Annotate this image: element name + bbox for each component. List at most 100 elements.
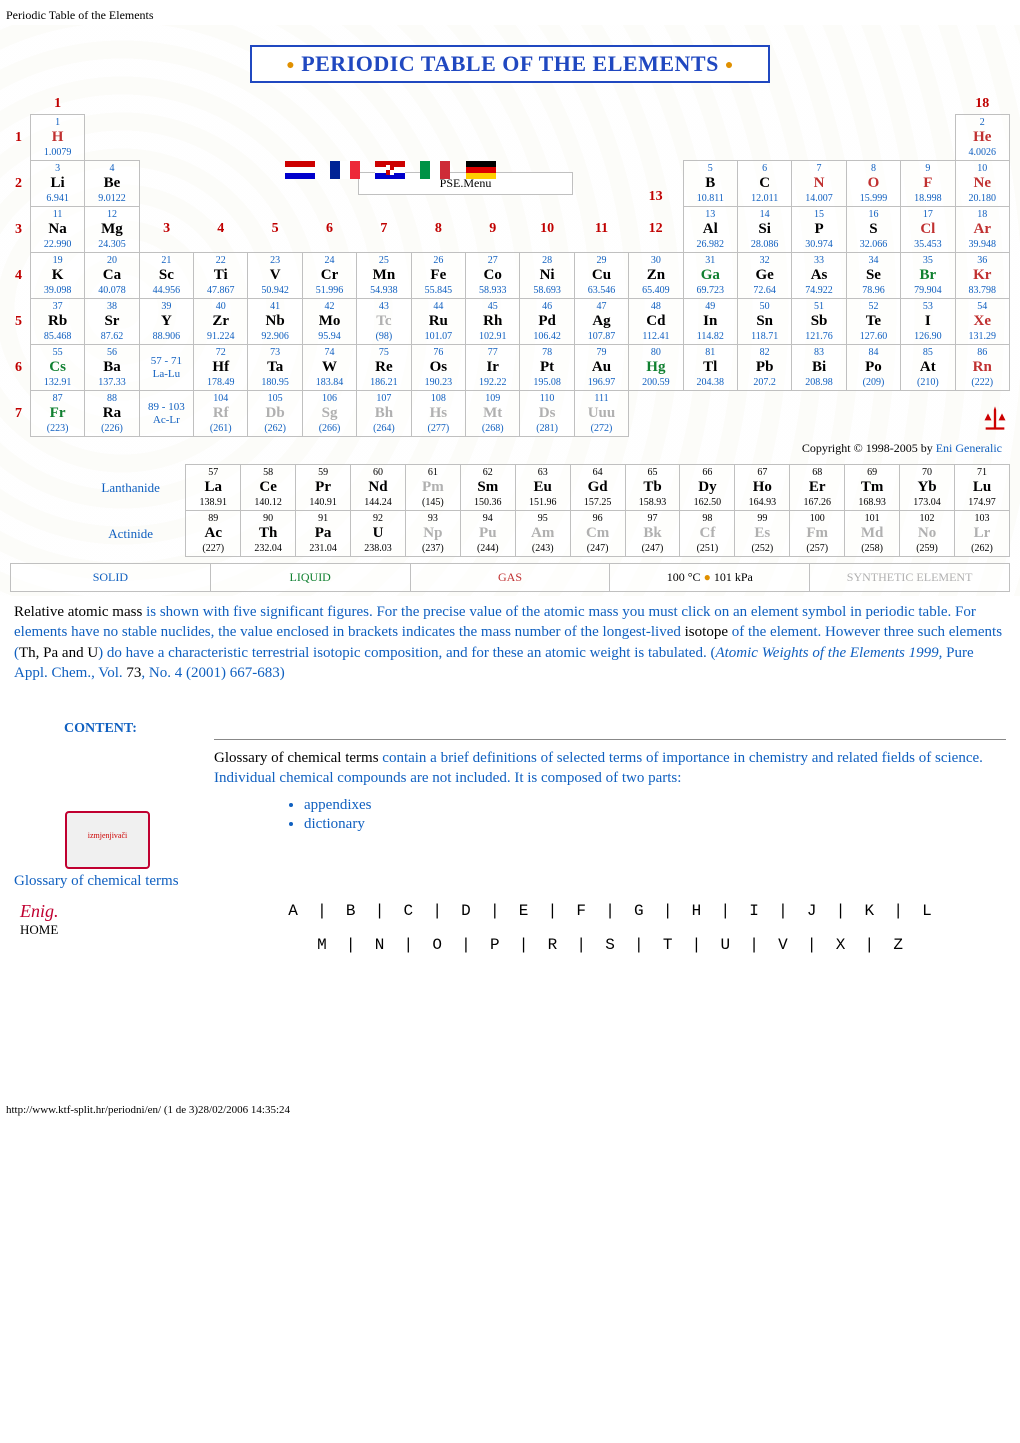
element-Ge[interactable]: 32Ge72.64 <box>737 253 791 299</box>
flag-fr-icon[interactable] <box>330 161 360 179</box>
alpha-X[interactable]: X <box>836 936 846 954</box>
element-Tl[interactable]: 81Tl204.38 <box>683 345 737 391</box>
element-I[interactable]: 53I126.90 <box>901 299 955 345</box>
actinide-range[interactable]: 89 - 103Ac-Lr <box>139 391 193 437</box>
alpha-F[interactable]: F <box>576 902 586 920</box>
element-Fr[interactable]: 87Fr(223) <box>30 391 84 437</box>
element-Sn[interactable]: 50Sn118.71 <box>737 299 791 345</box>
home-block[interactable]: Enig. HOME <box>20 901 59 938</box>
element-Bi[interactable]: 83Bi208.98 <box>792 345 846 391</box>
flag-de-icon[interactable] <box>466 161 496 179</box>
element-Ce[interactable]: 58Ce140.12 <box>241 465 296 511</box>
side-thumbnail[interactable]: izmjenjivači <box>65 811 150 869</box>
element-Mg[interactable]: 12Mg24.305 <box>85 207 139 253</box>
alpha-V[interactable]: V <box>778 936 788 954</box>
element-Tb[interactable]: 65Tb158.93 <box>625 465 680 511</box>
element-Ca[interactable]: 20Ca40.078 <box>85 253 139 299</box>
element-Kr[interactable]: 36Kr83.798 <box>955 253 1009 299</box>
flag-uk-icon[interactable] <box>285 161 315 179</box>
element-Pb[interactable]: 82Pb207.2 <box>737 345 791 391</box>
element-Bk[interactable]: 97Bk(247) <box>625 511 680 557</box>
element-Rb[interactable]: 37Rb85.468 <box>30 299 84 345</box>
element-S[interactable]: 16S32.066 <box>846 207 900 253</box>
element-Cr[interactable]: 24Cr51.996 <box>302 253 356 299</box>
element-Db[interactable]: 105Db(262) <box>248 391 302 437</box>
element-Mo[interactable]: 42Mo95.94 <box>302 299 356 345</box>
element-Am[interactable]: 95Am(243) <box>515 511 570 557</box>
element-Rn[interactable]: 86Rn(222) <box>955 345 1009 391</box>
alpha-N[interactable]: N <box>375 936 385 954</box>
alpha-K[interactable]: K <box>865 902 875 920</box>
flag-hr-icon[interactable] <box>375 161 405 179</box>
element-Cu[interactable]: 29Cu63.546 <box>574 253 628 299</box>
element-Bh[interactable]: 107Bh(264) <box>357 391 411 437</box>
element-Ds[interactable]: 110Ds(281) <box>520 391 574 437</box>
element-Sc[interactable]: 21Sc44.956 <box>139 253 193 299</box>
element-Es[interactable]: 99Es(252) <box>735 511 790 557</box>
element-Md[interactable]: 101Md(258) <box>845 511 900 557</box>
alpha-S[interactable]: S <box>605 936 615 954</box>
alpha-L[interactable]: L <box>922 902 932 920</box>
element-Pm[interactable]: 61Pm(145) <box>405 465 460 511</box>
element-As[interactable]: 33As74.922 <box>792 253 846 299</box>
alpha-C[interactable]: C <box>404 902 414 920</box>
alpha-Z[interactable]: Z <box>893 936 903 954</box>
element-Pd[interactable]: 46Pd106.42 <box>520 299 574 345</box>
element-Fm[interactable]: 100Fm(257) <box>790 511 845 557</box>
element-C[interactable]: 6C12.011 <box>737 161 791 207</box>
element-Dy[interactable]: 66Dy162.50 <box>680 465 735 511</box>
element-Br[interactable]: 35Br79.904 <box>901 253 955 299</box>
element-Ac[interactable]: 89Ac(227) <box>186 511 241 557</box>
alpha-P[interactable]: P <box>490 936 500 954</box>
element-Np[interactable]: 93Np(237) <box>405 511 460 557</box>
element-Ba[interactable]: 56Ba137.33 <box>85 345 139 391</box>
element-Po[interactable]: 84Po(209) <box>846 345 900 391</box>
element-He[interactable]: 2He4.0026 <box>955 115 1009 161</box>
element-H[interactable]: 1H1.0079 <box>30 115 84 161</box>
content-list-dictionary[interactable]: dictionary <box>304 816 1006 833</box>
element-Te[interactable]: 52Te127.60 <box>846 299 900 345</box>
alpha-U[interactable]: U <box>720 936 730 954</box>
element-Co[interactable]: 27Co58.933 <box>466 253 520 299</box>
element-Al[interactable]: 13Al26.982 <box>683 207 737 253</box>
alpha-D[interactable]: D <box>461 902 471 920</box>
element-Gd[interactable]: 64Gd157.25 <box>570 465 625 511</box>
element-B[interactable]: 5B10.811 <box>683 161 737 207</box>
element-Ar[interactable]: 18Ar39.948 <box>955 207 1009 253</box>
element-Mt[interactable]: 109Mt(268) <box>466 391 520 437</box>
element-Os[interactable]: 76Os190.23 <box>411 345 465 391</box>
element-Pt[interactable]: 78Pt195.08 <box>520 345 574 391</box>
element-O[interactable]: 8O15.999 <box>846 161 900 207</box>
element-Si[interactable]: 14Si28.086 <box>737 207 791 253</box>
flag-it-icon[interactable] <box>420 161 450 179</box>
element-V[interactable]: 23V50.942 <box>248 253 302 299</box>
element-U[interactable]: 92U238.03 <box>351 511 406 557</box>
element-Cl[interactable]: 17Cl35.453 <box>901 207 955 253</box>
alpha-B[interactable]: B <box>346 902 356 920</box>
alpha-M[interactable]: M <box>317 936 327 954</box>
element-Ta[interactable]: 73Ta180.95 <box>248 345 302 391</box>
element-Fe[interactable]: 26Fe55.845 <box>411 253 465 299</box>
copyright-link[interactable]: Eni Generalic <box>936 441 1002 455</box>
element-Cm[interactable]: 96Cm(247) <box>570 511 625 557</box>
element-Ir[interactable]: 77Ir192.22 <box>466 345 520 391</box>
element-Na[interactable]: 11Na22.990 <box>30 207 84 253</box>
element-Rf[interactable]: 104Rf(261) <box>194 391 248 437</box>
element-Tc[interactable]: 43Tc(98) <box>357 299 411 345</box>
element-In[interactable]: 49In114.82 <box>683 299 737 345</box>
element-Zn[interactable]: 30Zn65.409 <box>629 253 683 299</box>
element-F[interactable]: 9F18.998 <box>901 161 955 207</box>
element-Ni[interactable]: 28Ni58.693 <box>520 253 574 299</box>
element-Sg[interactable]: 106Sg(266) <box>302 391 356 437</box>
element-Y[interactable]: 39Y88.906 <box>139 299 193 345</box>
alpha-H[interactable]: H <box>692 902 702 920</box>
element-Ru[interactable]: 44Ru101.07 <box>411 299 465 345</box>
element-Ga[interactable]: 31Ga69.723 <box>683 253 737 299</box>
element-Xe[interactable]: 54Xe131.29 <box>955 299 1009 345</box>
element-Pr[interactable]: 59Pr140.91 <box>296 465 351 511</box>
alpha-G[interactable]: G <box>634 902 644 920</box>
element-P[interactable]: 15P30.974 <box>792 207 846 253</box>
element-N[interactable]: 7N14.007 <box>792 161 846 207</box>
element-No[interactable]: 102No(259) <box>900 511 955 557</box>
element-Yb[interactable]: 70Yb173.04 <box>900 465 955 511</box>
